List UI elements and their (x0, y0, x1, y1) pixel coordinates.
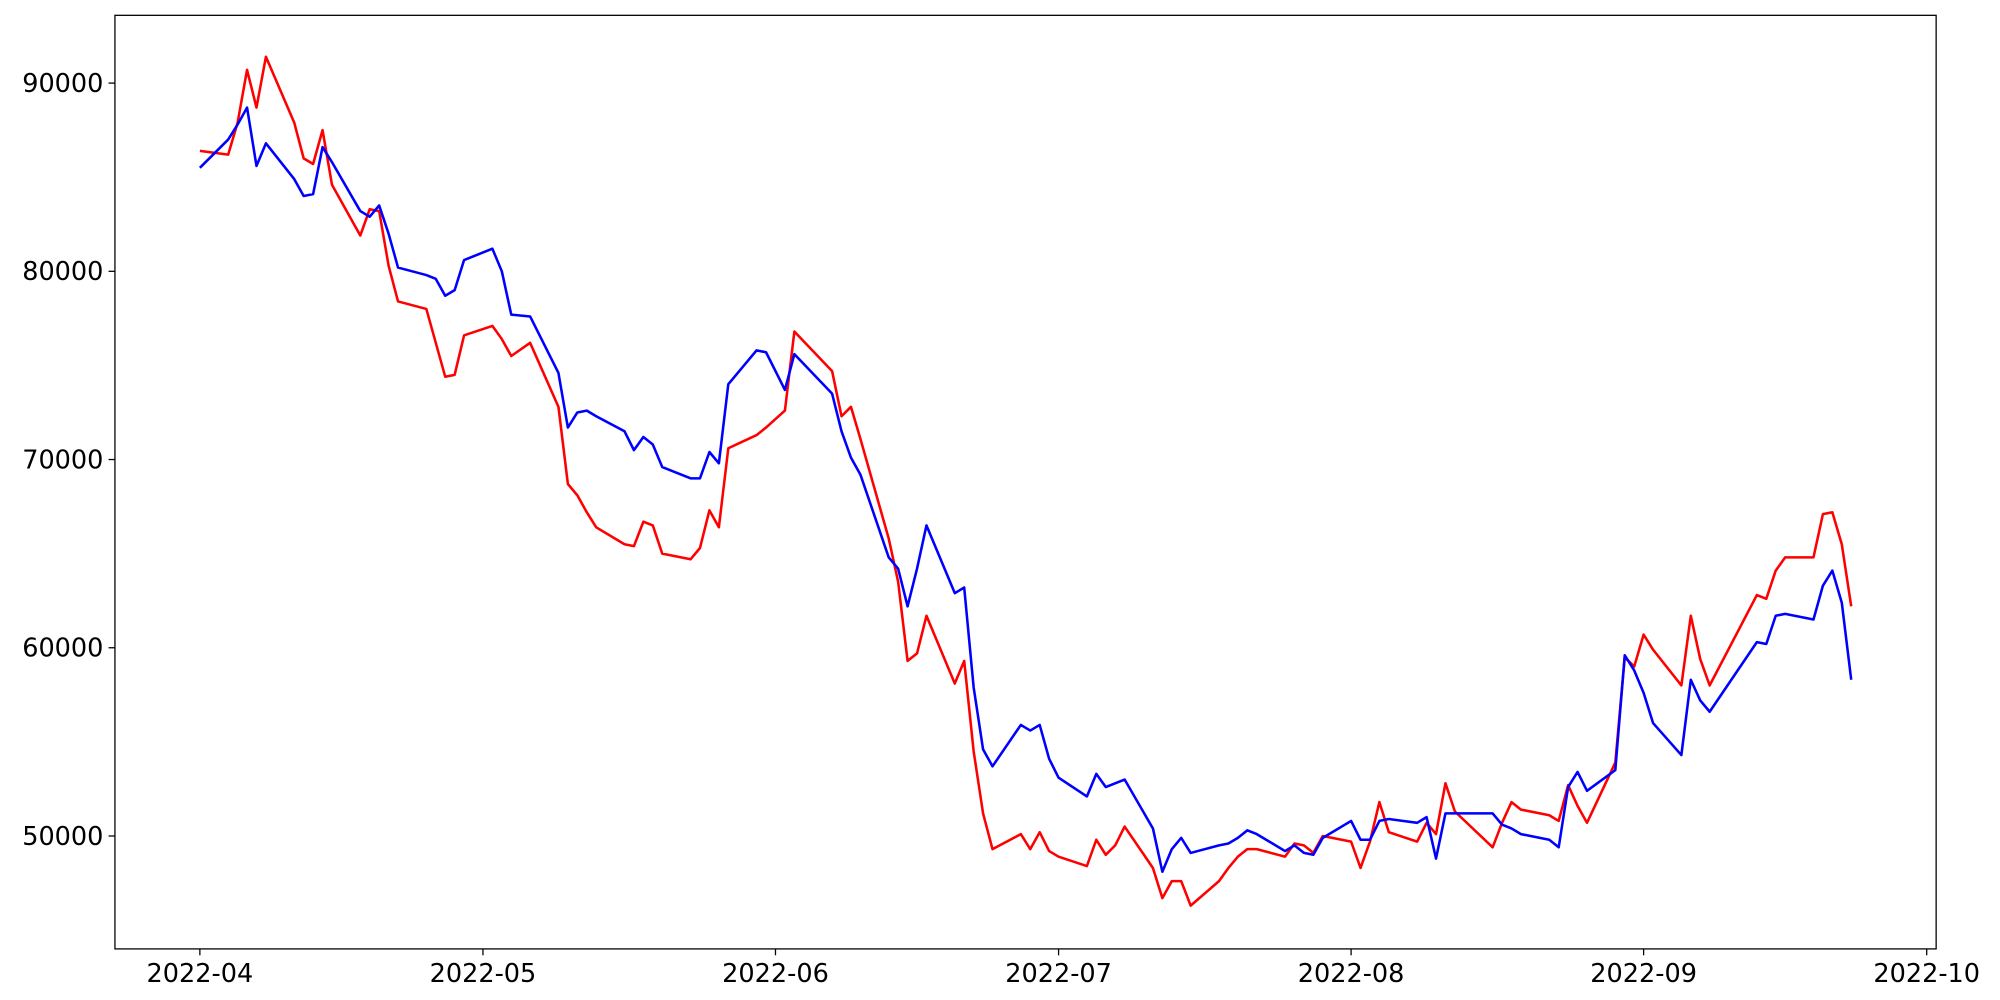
x-tick-label: 2022-09 (1590, 959, 1697, 989)
x-tick-label: 2022-08 (1298, 959, 1405, 989)
y-tick-label: 90000 (22, 69, 103, 99)
y-tick-label: 50000 (22, 822, 103, 852)
series-line (198, 106, 1853, 874)
series-line (199, 55, 1853, 907)
y-tick-label: 70000 (22, 445, 103, 475)
y-tick-label: 60000 (22, 634, 103, 664)
x-tick-label: 2022-10 (1873, 959, 1980, 989)
y-tick-label: 80000 (22, 257, 103, 287)
x-tick-label: 2022-05 (430, 959, 537, 989)
plot-frame (114, 14, 1937, 950)
x-tick-label: 2022-07 (1005, 959, 1112, 989)
x-tick-label: 2022-04 (147, 959, 254, 989)
x-tick-label: 2022-06 (722, 959, 829, 989)
